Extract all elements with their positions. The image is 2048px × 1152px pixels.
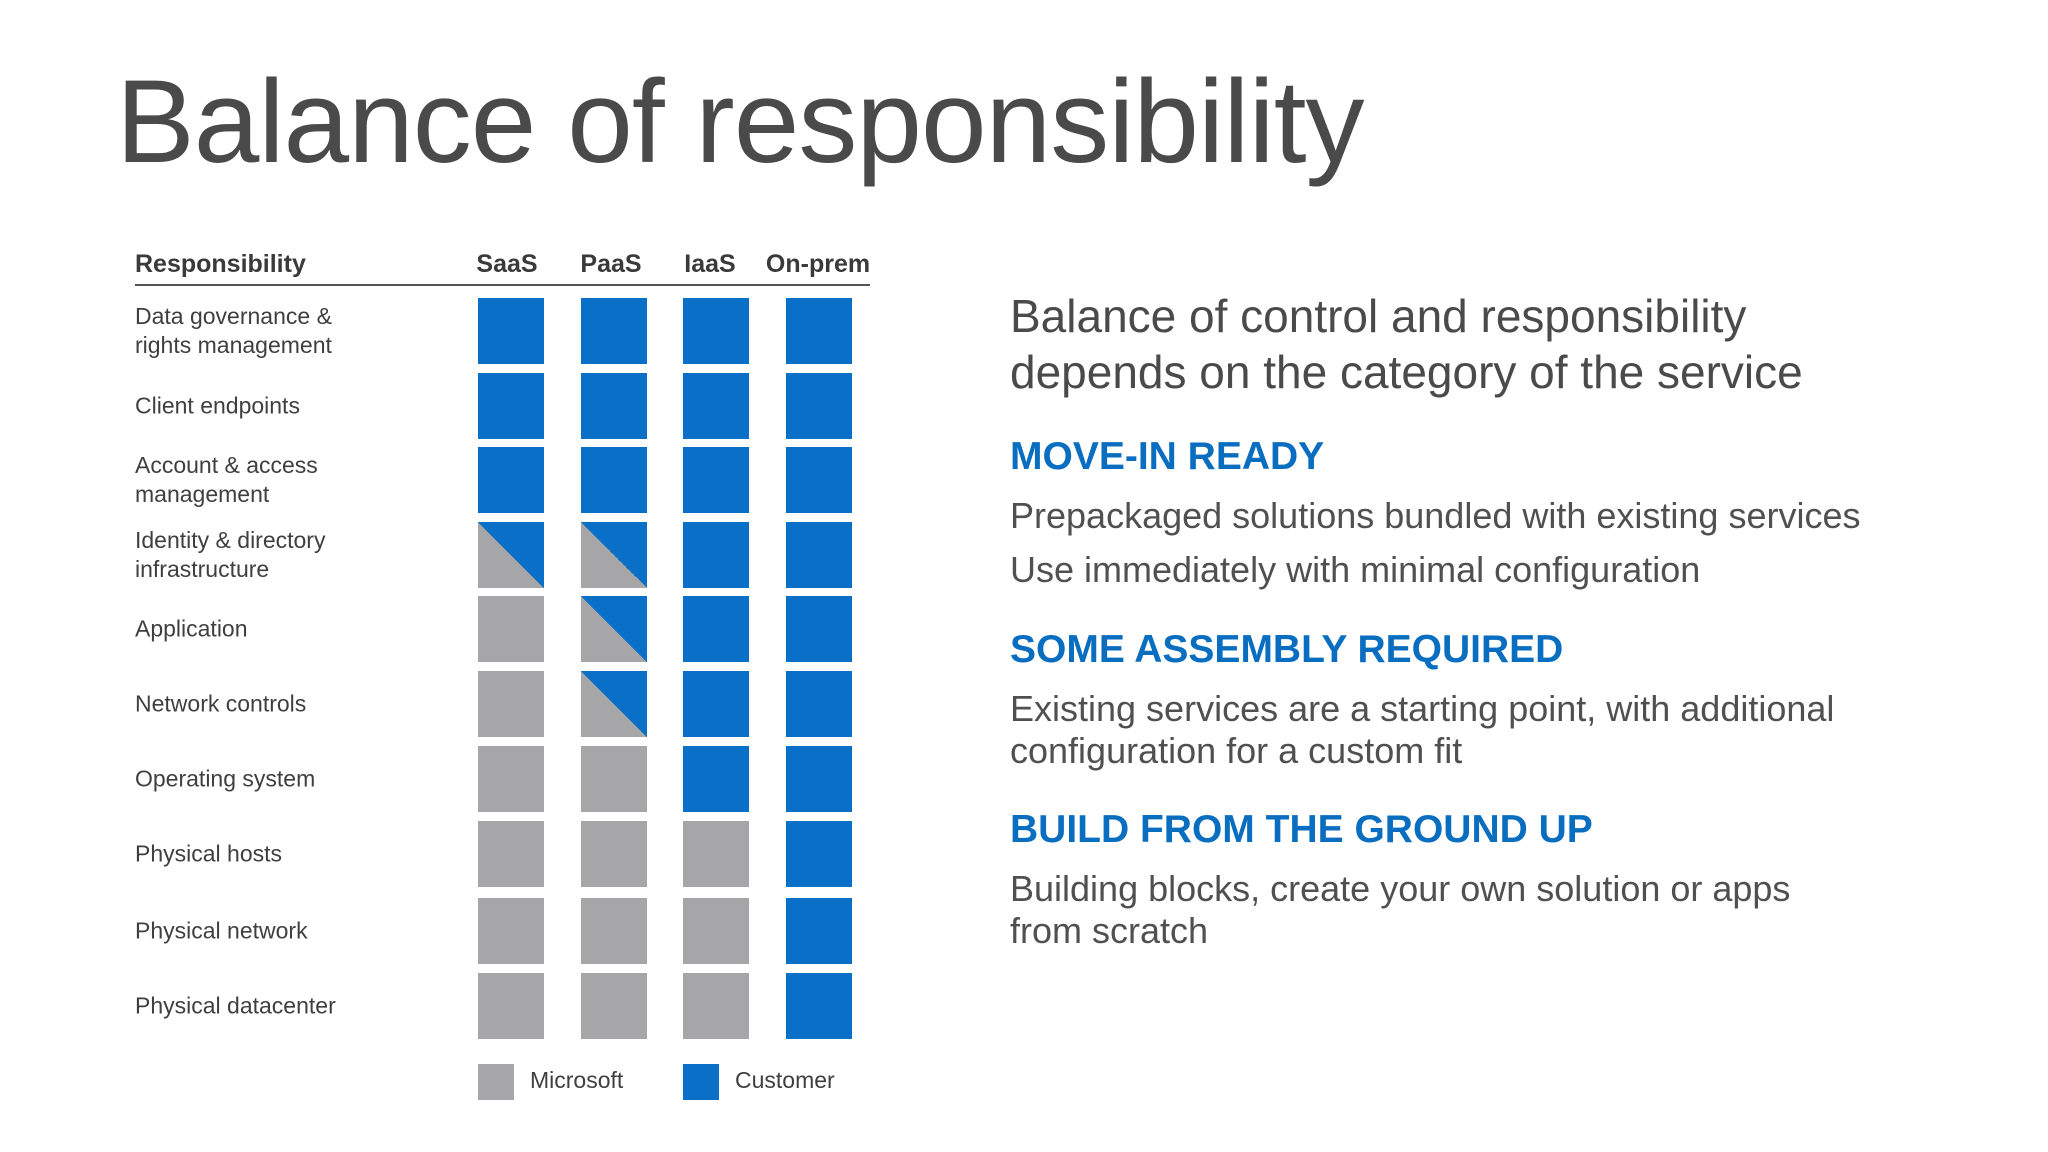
legend-label-microsoft: Microsoft xyxy=(530,1067,624,1093)
cell-microsoft xyxy=(581,973,647,1039)
cell-customer xyxy=(786,298,852,364)
cell-customer xyxy=(478,373,544,439)
legend-swatch-microsoft xyxy=(478,1064,514,1100)
row-label-line: Data governance & xyxy=(135,303,332,329)
column-header-on-prem: On-prem xyxy=(765,250,871,278)
row-label-line: rights management xyxy=(135,332,332,358)
column-header-responsibility: Responsibility xyxy=(135,250,306,278)
row-label-line: Application xyxy=(135,615,248,642)
row-label-application: Application xyxy=(135,615,465,644)
column-header-saas: SaaS xyxy=(476,250,538,278)
cell-microsoft xyxy=(478,821,544,887)
body-line: Prepackaged solutions bundled with exist… xyxy=(1010,495,1861,536)
column-header-paas: PaaS xyxy=(580,250,642,278)
body-line: from scratch xyxy=(1010,910,1209,951)
body-line: Use immediately with minimal configurati… xyxy=(1010,549,1701,590)
row-label-line: Identity & directory xyxy=(135,527,326,553)
row-label-identity-and-directory-infrastructure: Identity & directory infrastructure xyxy=(135,526,465,584)
row-label-account-and-access-management: Account & access management xyxy=(135,451,465,509)
row-label-line: Account & access xyxy=(135,452,318,478)
section-heading-move-in-ready: MOVE-IN READY xyxy=(1010,435,1325,478)
cell-customer xyxy=(683,596,749,662)
cell-customer xyxy=(478,298,544,364)
cell-customer xyxy=(683,746,749,812)
section-heading-some-assembly-required: SOME ASSEMBLY REQUIRED xyxy=(1010,628,1564,671)
header-rule xyxy=(135,284,870,286)
cell-microsoft xyxy=(683,898,749,964)
cell-microsoft xyxy=(478,898,544,964)
cell-customer xyxy=(786,373,852,439)
column-header-iaas: IaaS xyxy=(684,250,736,278)
row-label-line: infrastructure xyxy=(135,556,270,582)
cell-customer xyxy=(786,746,852,812)
cell-customer xyxy=(786,898,852,964)
section-heading-build-from-the-ground-up: BUILD FROM THE GROUND UP xyxy=(1010,808,1593,851)
cell-customer xyxy=(683,522,749,588)
row-label-client-endpoints: Client endpoints xyxy=(135,392,465,421)
row-label-network-controls: Network controls xyxy=(135,690,465,719)
cell-customer xyxy=(581,373,647,439)
cell-shared xyxy=(581,522,647,588)
body-line: Existing services are a starting point, … xyxy=(1010,688,1835,729)
row-label-physical-network: Physical network xyxy=(135,917,465,946)
cell-microsoft xyxy=(478,671,544,737)
cell-customer xyxy=(786,821,852,887)
cell-customer xyxy=(786,671,852,737)
row-label-data-governance-and-rights-management: Data governance & rights management xyxy=(135,302,465,360)
cell-customer xyxy=(683,373,749,439)
lead-text: Balance of control and responsibility de… xyxy=(1010,288,2020,400)
cell-microsoft xyxy=(478,973,544,1039)
cell-microsoft xyxy=(581,746,647,812)
cell-microsoft xyxy=(478,596,544,662)
lead-line: depends on the category of the service xyxy=(1010,346,1803,398)
cell-shared xyxy=(581,596,647,662)
row-label-line: Physical datacenter xyxy=(135,992,336,1019)
cell-customer xyxy=(786,973,852,1039)
cell-customer xyxy=(786,447,852,513)
row-label-line: Physical network xyxy=(135,917,308,944)
cell-shared xyxy=(478,522,544,588)
cell-microsoft xyxy=(683,821,749,887)
row-label-line: Network controls xyxy=(135,690,307,717)
cell-customer xyxy=(683,447,749,513)
section-body-some-assembly-required: Existing services are a starting point, … xyxy=(1010,688,2020,772)
body-line: Building blocks, create your own solutio… xyxy=(1010,868,1791,909)
row-label-physical-hosts: Physical hosts xyxy=(135,840,465,869)
cell-customer xyxy=(581,447,647,513)
page-title: Balance of responsibility xyxy=(116,56,1364,188)
cell-microsoft xyxy=(581,898,647,964)
legend-swatch-customer xyxy=(683,1064,719,1100)
row-label-line: management xyxy=(135,481,270,507)
cell-microsoft xyxy=(581,821,647,887)
section-body-build-from-the-ground-up: Building blocks, create your own solutio… xyxy=(1010,868,2020,952)
body-line: configuration for a custom fit xyxy=(1010,730,1463,771)
cell-customer xyxy=(683,671,749,737)
cell-shared xyxy=(581,671,647,737)
lead-line: Balance of control and responsibility xyxy=(1010,290,1747,342)
cell-customer xyxy=(786,522,852,588)
cell-customer xyxy=(581,298,647,364)
cell-microsoft xyxy=(683,973,749,1039)
row-label-operating-system: Operating system xyxy=(135,765,465,794)
section-body-move-in-ready: Prepackaged solutions bundled with exist… xyxy=(1010,495,2020,591)
cell-customer xyxy=(478,447,544,513)
row-label-physical-datacenter: Physical datacenter xyxy=(135,992,465,1021)
row-label-line: Client endpoints xyxy=(135,392,300,419)
row-label-line: Physical hosts xyxy=(135,840,283,867)
row-label-line: Operating system xyxy=(135,765,316,792)
cell-customer xyxy=(786,596,852,662)
cell-customer xyxy=(683,298,749,364)
legend-label-customer: Customer xyxy=(735,1067,835,1093)
cell-microsoft xyxy=(478,746,544,812)
